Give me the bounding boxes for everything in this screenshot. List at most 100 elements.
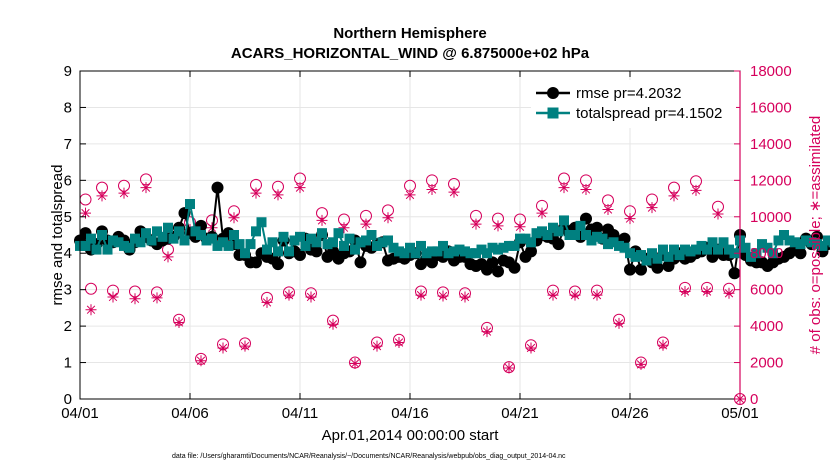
y-left-tick-label: 0 bbox=[64, 391, 72, 408]
obs-assimilated-point bbox=[371, 340, 383, 352]
spread-point bbox=[564, 230, 575, 240]
spread-point bbox=[421, 248, 432, 259]
obs-assimilated-point bbox=[591, 289, 603, 301]
rmse-point bbox=[508, 261, 521, 274]
spread-point bbox=[438, 240, 448, 251]
spread-point bbox=[201, 235, 212, 246]
obs-assimilated-point bbox=[459, 291, 471, 303]
obs-assimilated-point bbox=[470, 218, 482, 230]
x-tick-label: 04/16 bbox=[391, 405, 429, 422]
x-tick-label: 04/01 bbox=[61, 405, 99, 422]
spread-point bbox=[344, 233, 355, 244]
x-tick-label: 04/06 bbox=[171, 405, 209, 422]
spread-point bbox=[339, 240, 349, 251]
obs-assimilated-point bbox=[657, 339, 669, 351]
spread-point bbox=[498, 242, 509, 253]
rmse-point bbox=[635, 263, 647, 276]
spread-point bbox=[707, 237, 718, 248]
y-right-tick-label: 14000 bbox=[750, 136, 792, 153]
obs-count-layer bbox=[79, 172, 746, 405]
obs-assimilated-point bbox=[239, 340, 251, 352]
obs-assimilated-point bbox=[272, 189, 284, 201]
y-left-tick-label: 8 bbox=[64, 99, 72, 116]
obs-assimilated-point bbox=[393, 337, 405, 349]
spread-point bbox=[663, 251, 674, 262]
obs-assimilated-point bbox=[415, 289, 427, 301]
rmse-point bbox=[272, 258, 284, 271]
spread-point bbox=[388, 242, 399, 253]
spread-point bbox=[377, 237, 388, 248]
y-right-tick-label: 12000 bbox=[750, 172, 792, 189]
rmse-point bbox=[651, 261, 664, 274]
spread-point bbox=[454, 244, 465, 255]
spread-point bbox=[328, 237, 338, 248]
spread-point bbox=[146, 235, 157, 246]
rmse-point bbox=[591, 221, 603, 234]
obs-assimilated-point bbox=[228, 212, 240, 224]
spread-point bbox=[278, 231, 289, 242]
spread-point bbox=[168, 233, 179, 244]
spread-point bbox=[80, 240, 91, 251]
spread-point bbox=[251, 226, 261, 237]
y-right-tick-label: 16000 bbox=[750, 99, 792, 116]
obs-assimilated-point bbox=[624, 213, 636, 225]
spread-point bbox=[762, 242, 773, 253]
obs-assimilated-point bbox=[712, 208, 724, 220]
spread-point bbox=[102, 244, 113, 255]
spread-point bbox=[652, 253, 663, 264]
spread-point bbox=[284, 246, 294, 257]
chart-title-line1: Northern Hemisphere bbox=[333, 25, 486, 42]
obs-assimilated-point bbox=[602, 203, 614, 215]
spread-point bbox=[559, 215, 569, 226]
spread-point bbox=[410, 248, 421, 259]
spread-point bbox=[372, 240, 382, 251]
x-axis-label: Apr.01,2014 00:00:00 start bbox=[322, 427, 500, 444]
spread-point bbox=[531, 228, 542, 239]
y-right-tick-label: 0 bbox=[750, 391, 758, 408]
obs-assimilated-point bbox=[206, 222, 218, 234]
spread-point bbox=[432, 246, 443, 257]
spread-point bbox=[196, 230, 206, 240]
obs-assimilated-point bbox=[558, 182, 570, 194]
spread-point bbox=[416, 240, 426, 251]
spread-point bbox=[553, 226, 564, 237]
data-file-footnote: data file: /Users/gharamti/Documents/NCA… bbox=[172, 453, 566, 460]
y-right-tick-label: 10000 bbox=[750, 209, 792, 226]
obs-assimilated-point bbox=[261, 296, 273, 308]
spread-point bbox=[779, 230, 789, 240]
spread-point bbox=[702, 244, 712, 255]
spread-point bbox=[394, 246, 404, 257]
spread-point bbox=[190, 226, 201, 237]
y-right-tick-label: 2000 bbox=[750, 355, 783, 372]
legend-rmse-marker bbox=[547, 87, 559, 99]
obs-possible-point bbox=[79, 193, 92, 206]
spread-point bbox=[124, 242, 135, 253]
spread-point bbox=[509, 240, 520, 251]
rmse-point bbox=[525, 245, 537, 258]
spread-point bbox=[223, 240, 234, 251]
x-tick-label: 04/11 bbox=[282, 405, 318, 422]
spread-point bbox=[157, 231, 168, 242]
spread-point bbox=[262, 244, 272, 255]
spread-point bbox=[740, 242, 751, 253]
y-left-tick-label: 1 bbox=[64, 355, 72, 372]
obs-assimilated-point bbox=[382, 212, 394, 224]
obs-assimilated-point bbox=[481, 326, 493, 338]
spread-point bbox=[383, 235, 393, 246]
obs-assimilated-point bbox=[195, 355, 207, 367]
spread-point bbox=[757, 239, 767, 250]
spread-point bbox=[333, 228, 344, 239]
spread-point bbox=[256, 217, 267, 228]
y-left-tick-label: 6 bbox=[64, 172, 72, 189]
spread-point bbox=[273, 246, 283, 257]
legend-rmse-label: rmse pr=4.2032 bbox=[576, 85, 681, 102]
obs-assimilated-point bbox=[316, 214, 328, 226]
spread-point bbox=[641, 255, 652, 266]
spread-point bbox=[520, 233, 531, 244]
spread-point bbox=[625, 248, 635, 259]
axis-layer: 04/01 04/06 04/11 04/16 04/21 04/26 05/0101234… bbox=[61, 63, 791, 422]
spread-point bbox=[817, 240, 828, 251]
obs-assimilated-point bbox=[217, 342, 229, 354]
rmse-point bbox=[552, 238, 565, 251]
